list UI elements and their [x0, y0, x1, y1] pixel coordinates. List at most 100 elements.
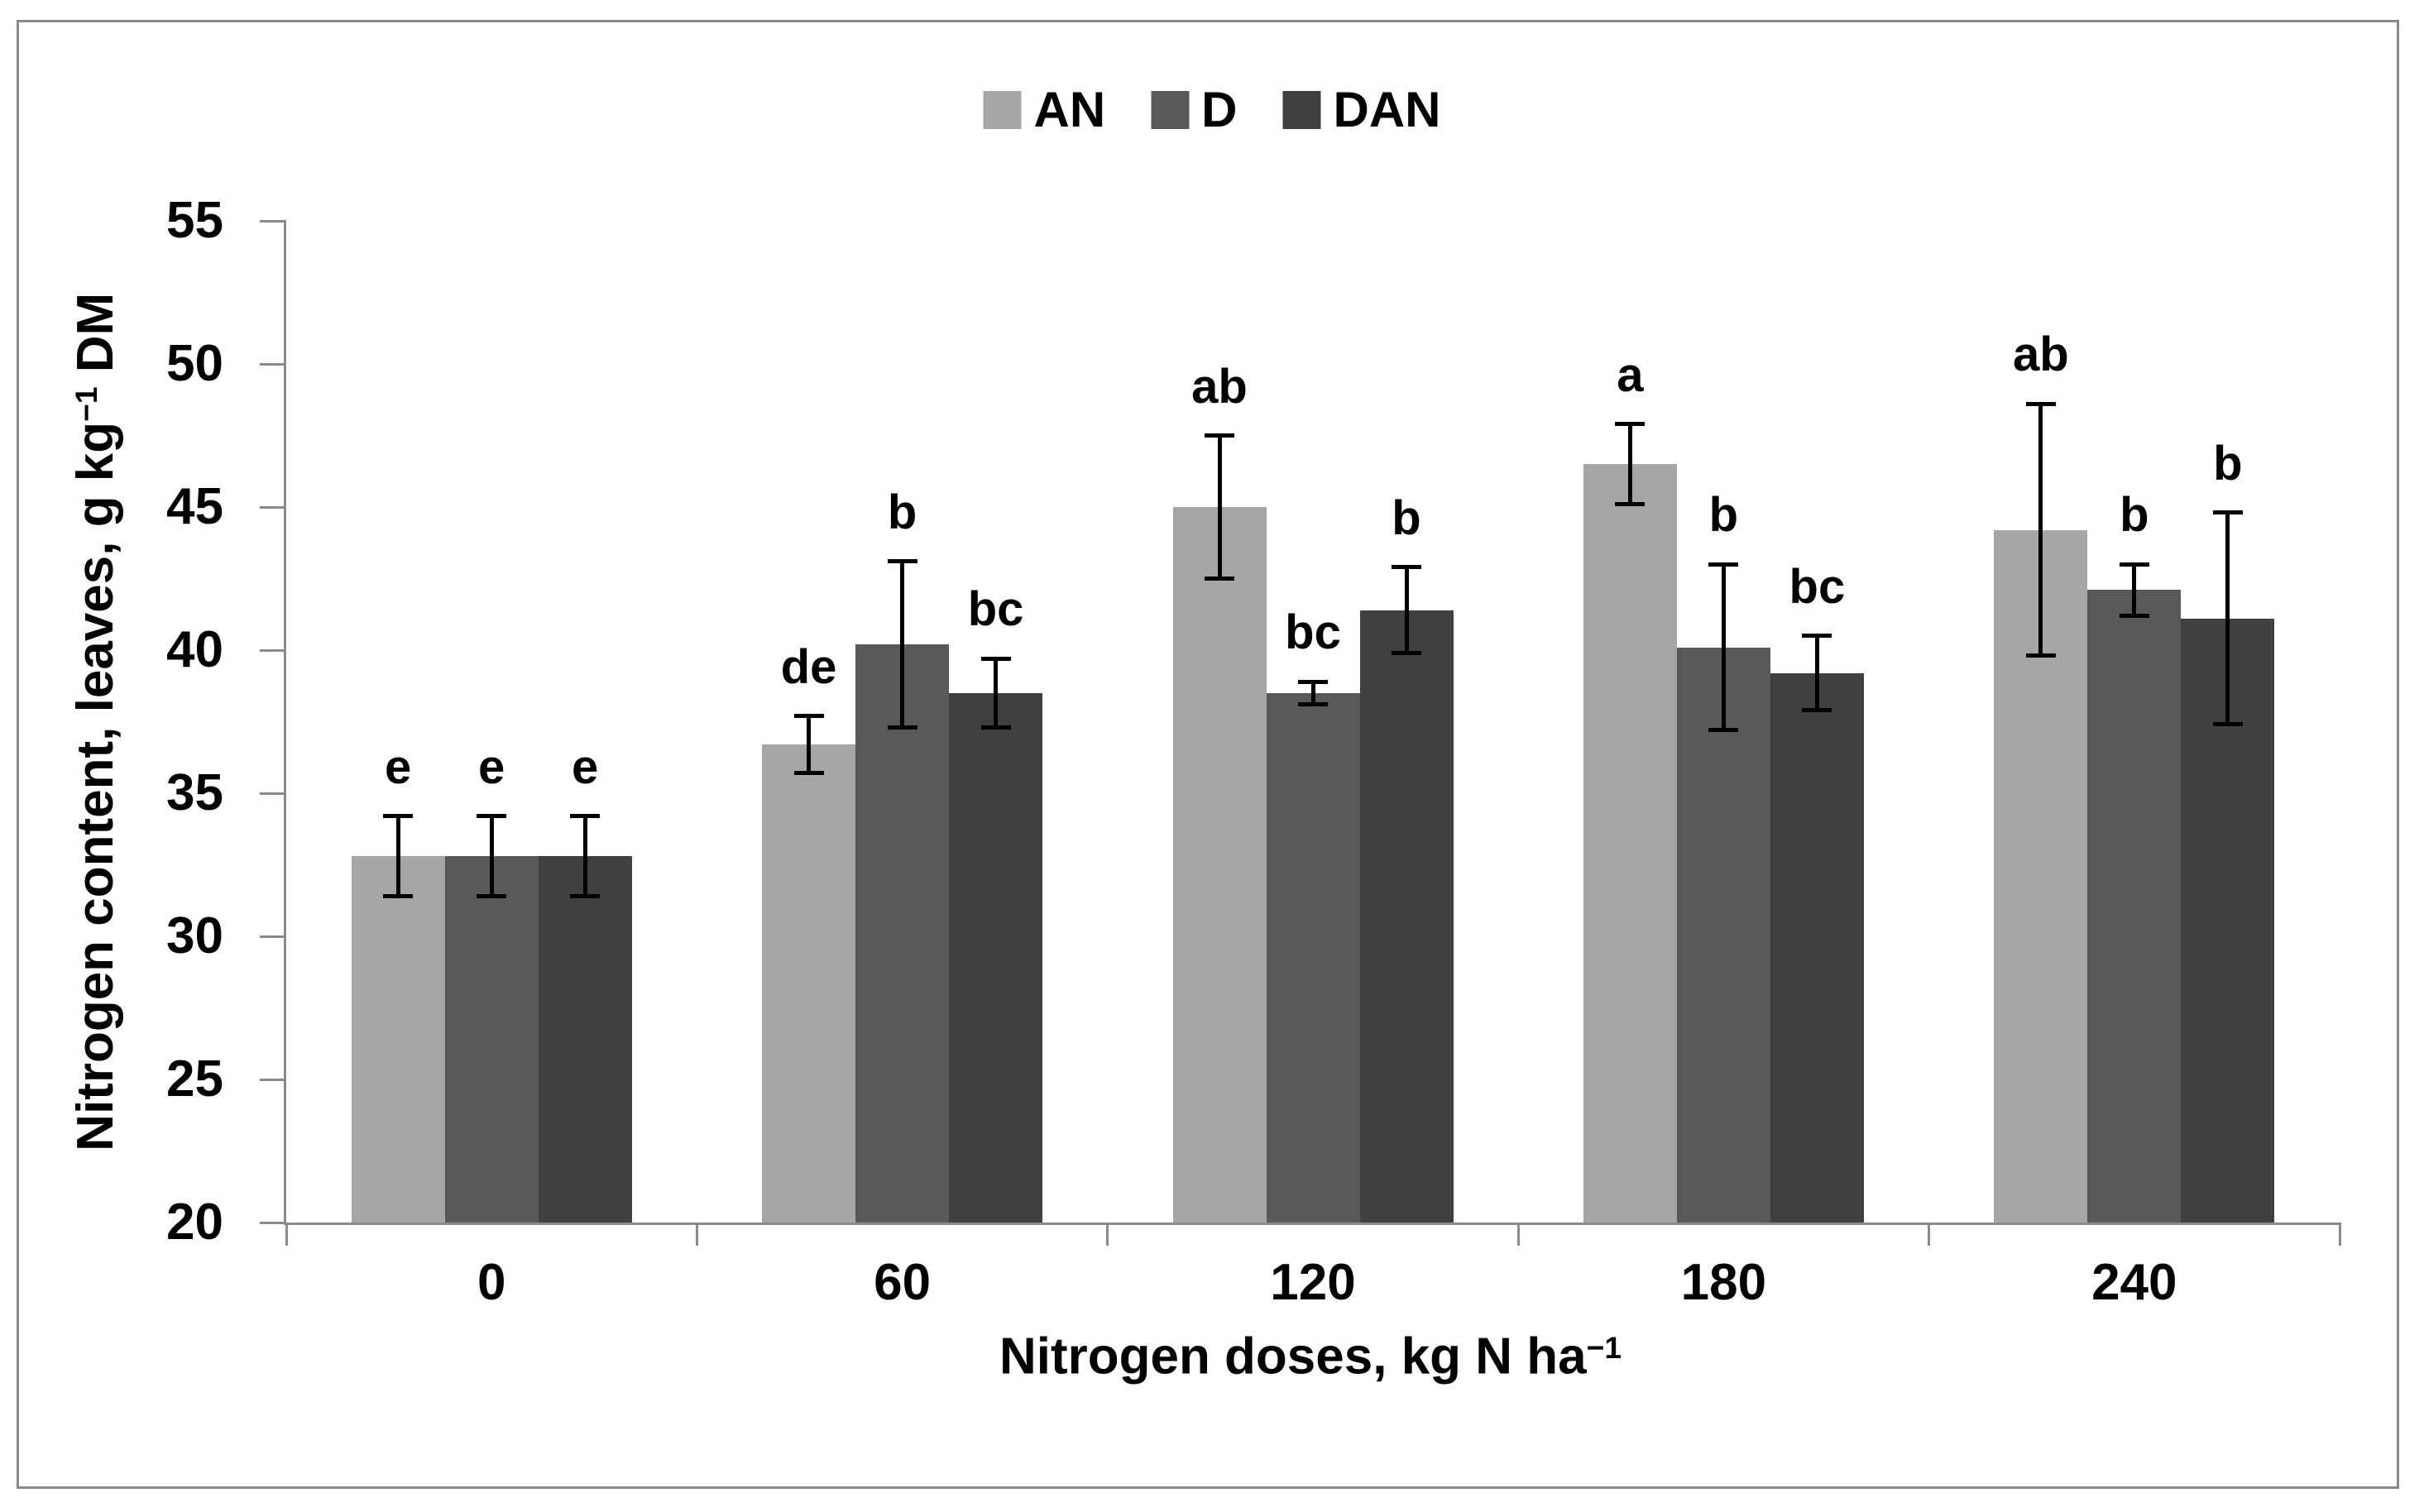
error-bar-cap-bottom: [570, 894, 601, 899]
error-bar-cap-bottom: [1298, 702, 1328, 707]
error-bar-line: [489, 816, 494, 897]
error-bar-cap-bottom: [477, 894, 507, 899]
legend-item-dan: DAN: [1282, 82, 1441, 137]
bar-dan-180: [1770, 672, 1864, 1223]
y-tick-label: 30: [166, 907, 223, 964]
error-bar-cap-top: [2119, 562, 2149, 567]
error-bar-cap-bottom: [383, 894, 414, 899]
y-tick-label: 55: [166, 192, 223, 249]
error-bar-line: [582, 816, 587, 897]
error-bar-cap-bottom: [1205, 577, 1234, 581]
legend-label: DAN: [1333, 82, 1441, 137]
x-category-label: 60: [874, 1254, 932, 1311]
x-axis-tick: [1928, 1223, 1931, 1246]
y-tick-label: 35: [166, 764, 223, 821]
error-bar-line: [1627, 423, 1632, 505]
error-bar-cap-top: [2025, 401, 2056, 406]
error-bar-cap-top: [1392, 565, 1421, 570]
legend-item-d: D: [1151, 82, 1238, 137]
bar-d-0: [444, 856, 539, 1223]
error-bar-line: [994, 658, 999, 728]
significance-letter: bc: [1285, 605, 1341, 660]
x-axis-tick: [285, 1223, 288, 1246]
bar-an-120: [1172, 507, 1267, 1223]
y-tick-label: 25: [166, 1050, 223, 1108]
bar-dan-60: [949, 692, 1043, 1223]
bar-d-240: [2087, 590, 2182, 1223]
legend-item-an: AN: [983, 85, 1105, 135]
error-bar-line: [395, 816, 400, 897]
error-bar-cap-bottom: [1392, 650, 1421, 655]
error-bar-cap-top: [477, 814, 507, 819]
significance-letter: ab: [1191, 359, 1248, 414]
legend-label: D: [1201, 82, 1238, 137]
significance-letter: e: [478, 739, 505, 794]
x-axis-title: Nitrogen doses, kg N ha−1: [999, 1328, 1622, 1385]
y-tick-label: 45: [166, 478, 223, 535]
error-bar-cap-top: [383, 814, 414, 819]
error-bar-cap-bottom: [2025, 653, 2056, 658]
y-axis-tick: [260, 792, 286, 795]
x-title-superscript: −1: [1586, 1330, 1622, 1365]
x-axis-tick: [2338, 1223, 2341, 1246]
error-bar-cap-bottom: [980, 725, 1011, 730]
error-bar-line: [2038, 404, 2043, 656]
error-bar-line: [1814, 635, 1819, 711]
significance-letter: b: [1392, 490, 1421, 545]
error-bar-cap-top: [570, 814, 601, 819]
significance-letter: a: [1617, 347, 1644, 402]
legend-swatch-icon: [1282, 91, 1321, 129]
significance-letter: b: [887, 485, 917, 539]
y-axis-tick: [260, 648, 286, 652]
error-bar-cap-bottom: [2119, 613, 2149, 618]
y-axis-tick: [260, 505, 286, 509]
y-tick-label: 50: [166, 335, 223, 392]
significance-letter: e: [385, 739, 412, 794]
x-category-label: 120: [1270, 1254, 1356, 1311]
error-bar-line: [2132, 564, 2137, 616]
error-bar-cap-top: [793, 714, 824, 719]
bar-an-60: [762, 744, 856, 1223]
error-bar-cap-bottom: [887, 725, 917, 730]
x-category-label: 240: [2091, 1254, 2177, 1311]
legend: AN D DAN: [983, 82, 1441, 137]
error-bar-line: [900, 561, 905, 728]
x-axis-tick: [1106, 1223, 1109, 1246]
error-bar-cap-top: [1615, 422, 1646, 427]
x-category-label: 0: [477, 1254, 506, 1311]
error-bar-cap-top: [1205, 433, 1234, 438]
y-title-superscript: −1: [69, 386, 104, 422]
error-bar-cap-top: [1298, 679, 1328, 684]
error-bar-cap-bottom: [1708, 728, 1739, 733]
y-axis-tick: [260, 1221, 286, 1224]
error-bar-cap-top: [980, 656, 1011, 661]
error-bar-line: [1217, 435, 1222, 579]
significance-letter: ab: [2012, 328, 2069, 382]
bar-dan-0: [538, 856, 632, 1223]
bar-an-180: [1583, 464, 1677, 1223]
significance-letter: b: [2120, 488, 2149, 543]
plot-area: 55 50 45 40 35 30 25 20 0 60 120 180 240 e e e de b bc ab bc…: [166, 195, 2341, 1309]
bar-dan-120: [1359, 610, 1454, 1223]
error-bar-line: [1404, 567, 1409, 653]
y-axis-tick: [260, 219, 286, 222]
significance-letter: b: [2213, 436, 2243, 490]
legend-label: AN: [1033, 82, 1106, 137]
error-bar-line: [807, 715, 812, 773]
error-bar-line: [2225, 512, 2230, 725]
y-axis-tick: [260, 362, 286, 366]
y-tick-label: 40: [166, 621, 223, 678]
error-bar-cap-bottom: [793, 771, 824, 776]
x-category-label: 180: [1680, 1254, 1767, 1311]
y-axis-title-text: Nitrogen content, leaves, g kg−1 DM: [66, 292, 124, 1151]
error-bar-cap-top: [1802, 634, 1832, 639]
legend-swatch-icon: [983, 91, 1022, 129]
significance-letter: bc: [967, 582, 1024, 637]
x-axis-tick: [1516, 1223, 1520, 1246]
bar-d-180: [1676, 647, 1770, 1223]
y-tick-label: 20: [166, 1194, 223, 1251]
x-axis-tick: [695, 1223, 698, 1246]
y-axis-tick: [260, 1078, 286, 1081]
y-axis-tick: [260, 935, 286, 938]
